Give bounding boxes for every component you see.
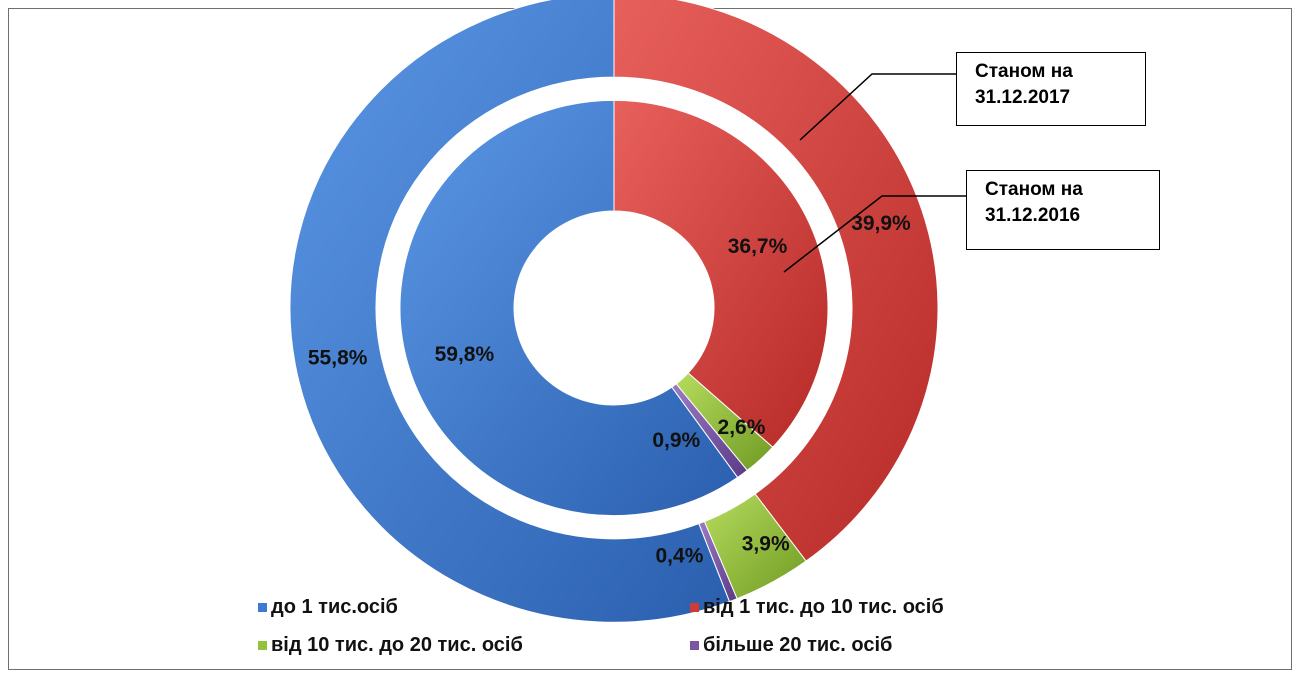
inner-ring-label-0: 59,8% — [435, 343, 495, 366]
outer-ring-label-0: 55,8% — [308, 346, 368, 369]
callout-leader-0 — [799, 73, 956, 141]
callout-2016: Станом на 31.12.2016 — [966, 170, 1160, 250]
inner-ring-label-2: 2,6% — [718, 416, 766, 439]
inner-ring-label-3: 0,9% — [652, 429, 700, 452]
inner-ring-label-1: 36,7% — [728, 235, 788, 258]
outer-ring-slice-0 — [289, 0, 731, 623]
inner-ring-slice-1 — [613, 99, 829, 448]
outer-ring-label-1: 39,9% — [851, 212, 911, 235]
callout-2017: Станом на 31.12.2017 — [956, 52, 1146, 126]
inner-ring-slice-0 — [399, 99, 739, 517]
outer-ring-slice-1 — [613, 0, 939, 562]
callout-leader-1 — [783, 195, 966, 273]
outer-ring-label-2: 3,9% — [742, 533, 790, 556]
outer-ring-label-3: 0,4% — [656, 544, 704, 567]
